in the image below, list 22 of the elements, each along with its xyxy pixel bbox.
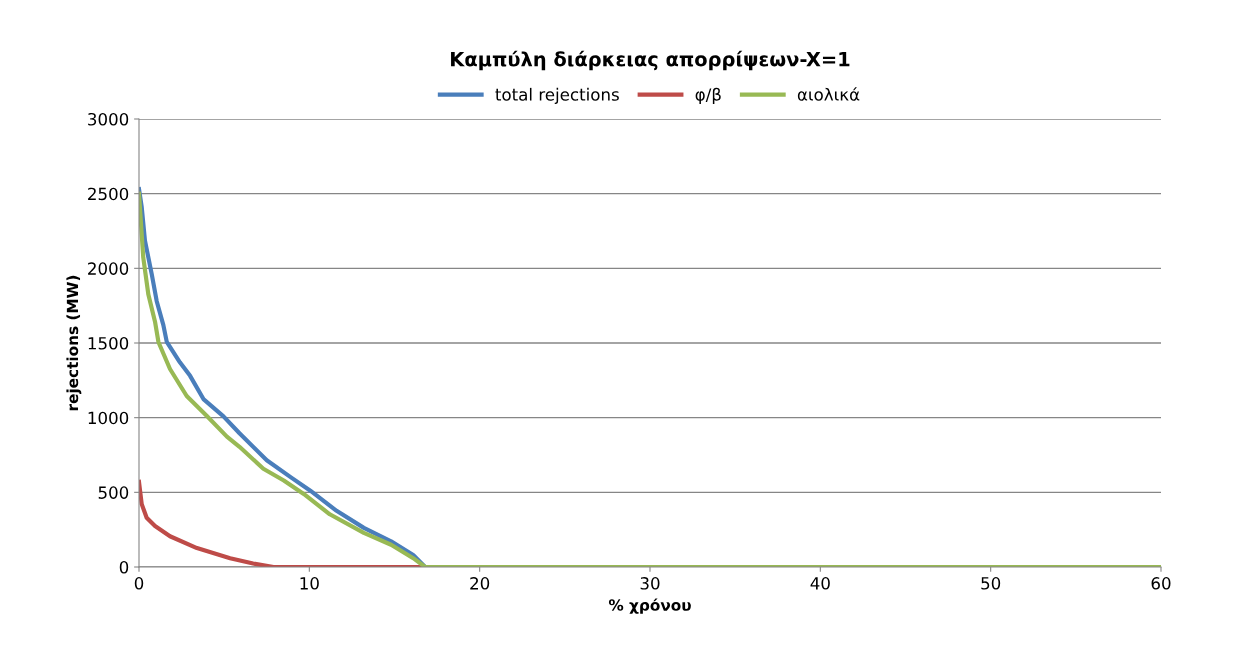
x-tick-label: 30 — [640, 577, 660, 590]
x-tick-label: 10 — [300, 577, 319, 590]
x-tick-label: 60 — [1151, 577, 1171, 590]
chart-title: Καμπύλη διάρκειας απορρίψεων-X=1 — [451, 50, 850, 71]
legend-label: φ/β — [695, 87, 721, 104]
x-tick-label: 50 — [981, 577, 1001, 590]
x-tick-label: 40 — [810, 577, 830, 590]
legend-label: αιολικά — [797, 87, 860, 101]
y-tick-label: 0 — [119, 560, 129, 574]
y-tick-label: 500 — [98, 486, 129, 499]
x-tick-label: 20 — [470, 577, 490, 590]
y-tick-label: 2500 — [88, 187, 129, 201]
legend-label: total rejections — [495, 87, 619, 104]
x-tick-label: 0 — [134, 577, 144, 590]
y-axis-title: rejections (MW) — [66, 275, 82, 411]
x-axis-title: % χρόνου — [608, 598, 691, 614]
y-tick-label: 3000 — [88, 112, 129, 126]
y-tick-label: 1000 — [88, 411, 129, 425]
y-tick-label: 2000 — [88, 262, 129, 275]
y-tick-label: 1500 — [88, 336, 129, 350]
line-series — [139, 187, 428, 567]
line-series — [139, 479, 423, 567]
